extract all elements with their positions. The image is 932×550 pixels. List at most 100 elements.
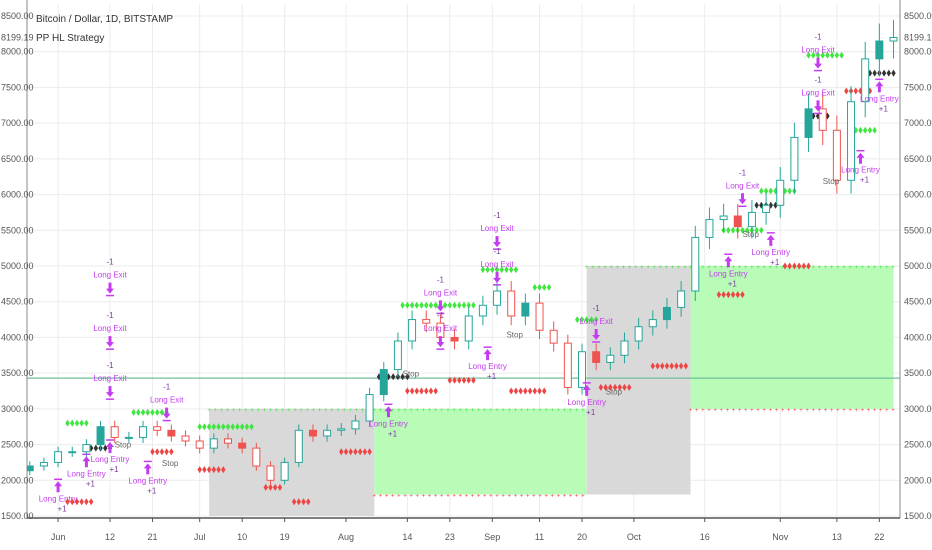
candle: [832, 129, 841, 181]
symbol-title: Bitcoin / Dollar, 1D, BITSTAMP: [36, 14, 174, 25]
marker-black: [391, 373, 396, 381]
resistance-dot: +: [348, 408, 352, 414]
marker-green: [414, 301, 419, 309]
support-dot: +: [544, 494, 548, 500]
marker-red: [608, 383, 613, 391]
candle: [677, 290, 686, 308]
marker-green: [815, 51, 821, 59]
y-tick-label-left: 8000.00: [1, 47, 34, 57]
signal-long-entry: Long Entry+1: [369, 403, 408, 438]
marker-green: [839, 51, 844, 59]
signal-label: Long Exit: [424, 288, 458, 297]
marker-green: [825, 51, 830, 59]
support-dot: +: [483, 494, 487, 500]
y-tick-label-right: 2500.00: [904, 440, 932, 450]
marker-red: [650, 362, 655, 370]
signal-long-exit: Long Exit -1: [801, 75, 835, 115]
marker-red: [357, 448, 363, 456]
support-dot: +: [750, 408, 754, 414]
resistance-dot: +: [867, 265, 871, 271]
signal-long-entry: Long Entry+1: [39, 478, 77, 513]
candle: [408, 319, 417, 342]
resistance-dot: +: [677, 265, 681, 271]
signal-label: Long Entry: [709, 269, 748, 278]
y-tick-label-left: 1500.00: [1, 511, 34, 521]
candle: [153, 426, 162, 431]
support-dot: +: [551, 494, 555, 500]
support-dot: +: [440, 494, 444, 500]
marker-red: [296, 498, 301, 506]
marker-red: [721, 291, 726, 299]
stop-label: Stop: [742, 230, 759, 239]
marker-green: [863, 126, 868, 134]
resistance-dot: +: [563, 408, 567, 414]
resistance-dot: +: [489, 408, 493, 414]
support-dot: +: [726, 408, 730, 414]
marker-green: [740, 226, 745, 234]
candle: [493, 290, 502, 306]
candle: [450, 336, 459, 342]
candle: [875, 40, 884, 60]
marker-red: [74, 498, 80, 506]
resistance-dot: +: [263, 408, 267, 414]
signal-label: Long Entry: [128, 476, 167, 485]
signal-long-exit: Long Exit -1: [93, 361, 127, 400]
resistance-dot: +: [275, 408, 279, 414]
marker-green: [542, 283, 547, 291]
marker-green: [145, 408, 150, 416]
signal-label: Long Exit: [93, 374, 127, 383]
signal-qty: -1: [106, 258, 114, 267]
marker-green: [211, 423, 217, 431]
marker-red: [65, 498, 70, 506]
y-tick-label-right: 8000.00: [904, 47, 932, 57]
marker-red: [518, 387, 523, 395]
x-tick-label: 22: [874, 532, 884, 542]
marker-red: [291, 498, 297, 506]
y-tick-label-right: 6000.00: [904, 190, 932, 200]
support-dot: +: [428, 494, 432, 500]
support-dot: +: [422, 494, 426, 500]
candle: [238, 442, 247, 449]
signal-qty: +1: [770, 258, 780, 267]
resistance-dot: +: [440, 408, 444, 414]
resistance-dot: +: [885, 265, 889, 271]
y-tick-label-right: 5000.00: [904, 261, 932, 271]
marker-black: [93, 444, 99, 452]
candle: [351, 420, 360, 430]
resistance-dot: +: [756, 265, 760, 271]
resistance-dot: +: [299, 408, 303, 414]
support-dot: +: [695, 408, 699, 414]
y-tick-label-right: 6500.00: [904, 154, 932, 164]
y-tick-label-left: 5000.00: [1, 261, 34, 271]
arrow-up-icon: [724, 256, 733, 268]
candle: [507, 290, 516, 317]
candle: [762, 204, 771, 213]
signal-long-entry: Long Entry+1: [860, 78, 899, 113]
x-tick-label: 23: [445, 532, 455, 542]
support-dot: +: [842, 408, 846, 414]
marker-green: [513, 266, 519, 274]
support-dot: +: [787, 408, 791, 414]
x-tick-label: 13: [832, 532, 842, 542]
resistance-dot: +: [640, 265, 644, 271]
signal-label: Long Exit: [726, 181, 760, 190]
resistance-dot: +: [544, 408, 548, 414]
candle: [719, 215, 728, 221]
signal-long-entry: Long Entry+1: [468, 346, 507, 381]
y-tick-label-left: 2500.00: [1, 440, 34, 450]
arrow-up-icon: [856, 152, 865, 164]
support-dot: +: [477, 494, 481, 500]
marker-green: [409, 301, 415, 309]
x-tick-label: 11: [535, 532, 544, 542]
marker-green: [867, 126, 873, 134]
signal-label: Long Entry: [751, 248, 790, 257]
marker-red: [655, 362, 660, 370]
y-tick-label-left: 7500.00: [1, 82, 34, 92]
study-title[interactable]: PP HL Strategy: [36, 33, 105, 44]
candle: [790, 136, 799, 181]
y-tick-label-left: 3500.00: [1, 368, 34, 378]
candle: [294, 429, 303, 463]
resistance-dot: +: [226, 408, 230, 414]
signal-qty: -1: [106, 361, 114, 370]
